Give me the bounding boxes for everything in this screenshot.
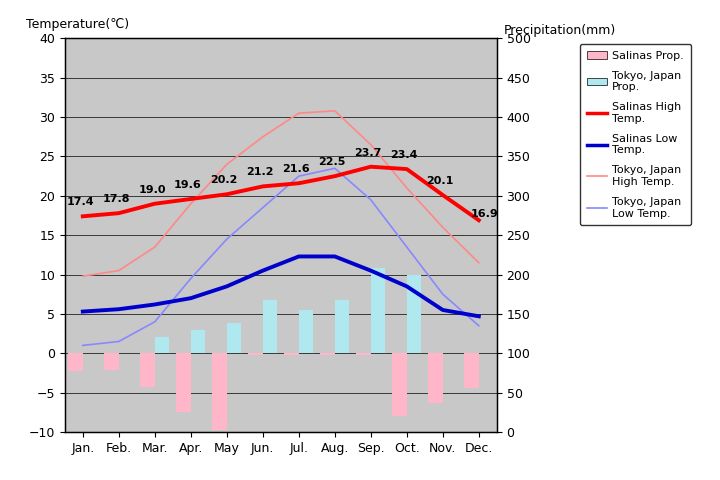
Bar (248, 353, 263, 355)
Text: 16.9: 16.9 (470, 209, 498, 219)
Bar (407, 275, 421, 353)
Bar (371, 268, 385, 353)
Bar (68, 353, 83, 372)
Legend: Salinas Prop., Tokyo, Japan
Prop., Salinas High
Temp., Salinas Low
Temp., Tokyo,: Salinas Prop., Tokyo, Japan Prop., Salin… (580, 44, 690, 225)
Bar (284, 353, 299, 355)
Text: 19.6: 19.6 (174, 180, 202, 190)
Bar (356, 353, 371, 355)
Text: 20.1: 20.1 (426, 176, 454, 186)
Text: Precipitation(mm): Precipitation(mm) (504, 24, 616, 37)
Text: 23.7: 23.7 (354, 148, 382, 157)
Bar (335, 300, 349, 353)
Bar (104, 353, 119, 370)
Bar (176, 353, 191, 412)
Bar (191, 330, 205, 353)
Bar (428, 353, 443, 403)
Bar (464, 353, 479, 388)
Text: 20.2: 20.2 (210, 175, 238, 185)
Text: 17.4: 17.4 (66, 197, 94, 207)
Bar (212, 353, 227, 431)
Text: Temperature(℃): Temperature(℃) (26, 18, 129, 31)
Text: 19.0: 19.0 (138, 185, 166, 194)
Text: 22.5: 22.5 (318, 157, 346, 167)
Text: 17.8: 17.8 (102, 194, 130, 204)
Bar (263, 300, 277, 353)
Bar (320, 353, 335, 355)
Text: 23.4: 23.4 (390, 150, 418, 160)
Text: 21.6: 21.6 (282, 164, 310, 174)
Text: 21.2: 21.2 (246, 168, 274, 177)
Bar (155, 337, 169, 353)
Bar (299, 310, 313, 353)
Bar (227, 324, 241, 353)
Bar (392, 353, 407, 416)
Bar (140, 353, 155, 387)
